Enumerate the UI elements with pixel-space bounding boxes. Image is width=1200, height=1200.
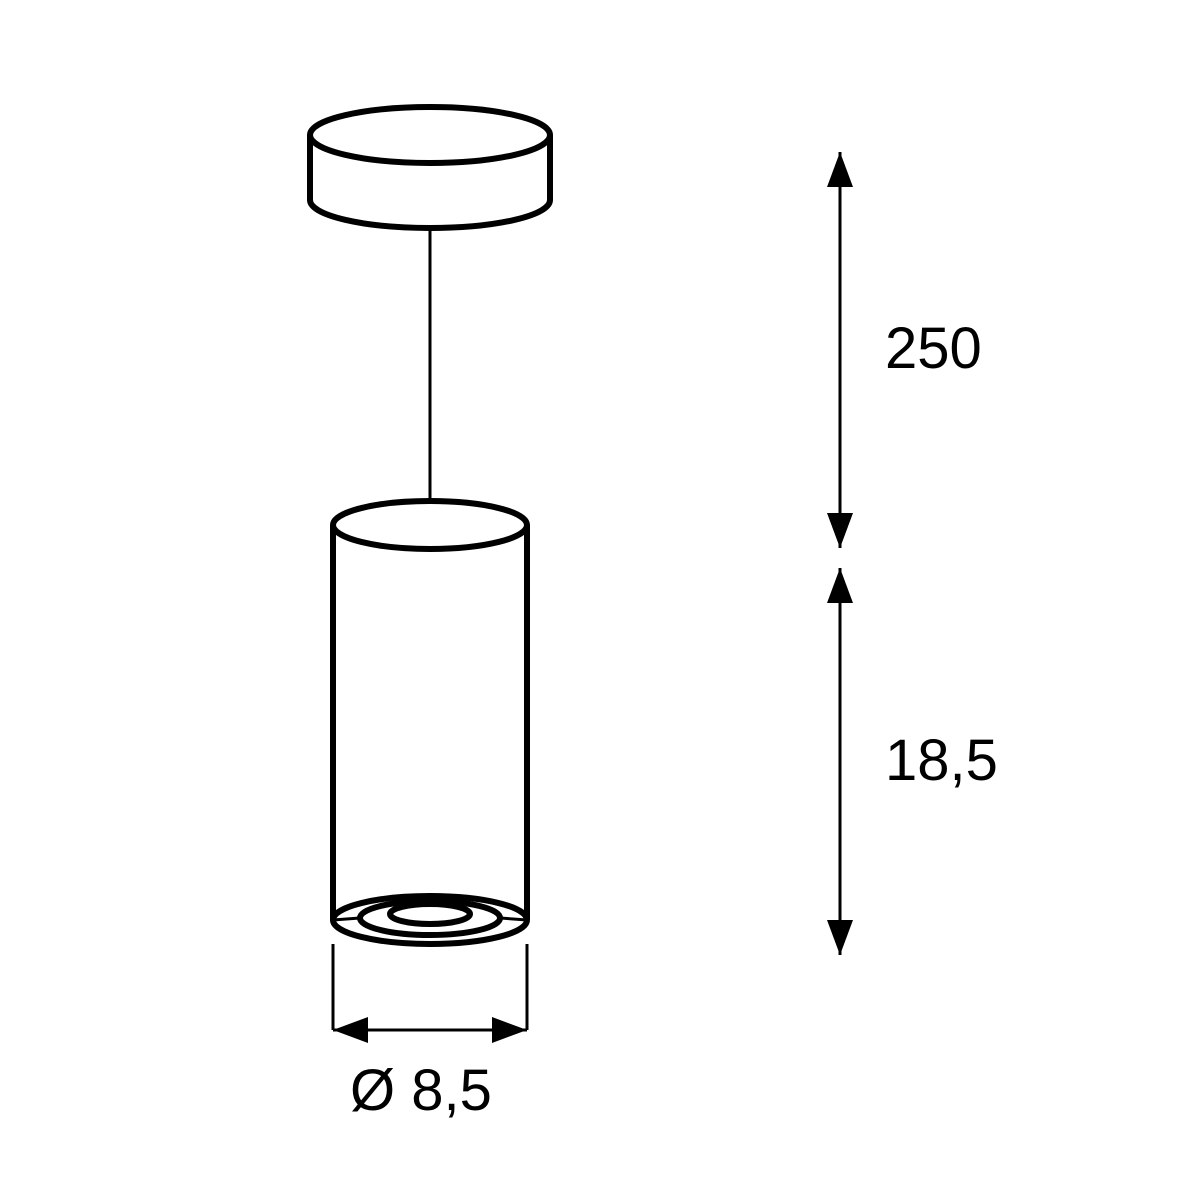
arrowhead [333,1017,368,1043]
arrowhead [827,152,853,187]
dim-label-lower: 18,5 [885,728,998,793]
dim-label-diameter: Ø 8,5 [350,1058,492,1123]
canopy-body [310,135,550,228]
canopy-top-ellipse [310,107,550,163]
cylinder-lens [390,904,470,924]
arrowhead [492,1017,527,1043]
cylinder-body [333,525,527,944]
arrowhead [827,513,853,548]
reflector-edge [333,918,360,920]
cylinder-top-ellipse [333,501,527,549]
arrowhead [827,568,853,603]
dim-label-upper: 250 [885,316,982,381]
pendant-lamp-dimension-drawing: 250 18,5 Ø 8,5 [0,0,1200,1200]
arrowhead [827,920,853,955]
reflector-edge [500,918,527,920]
